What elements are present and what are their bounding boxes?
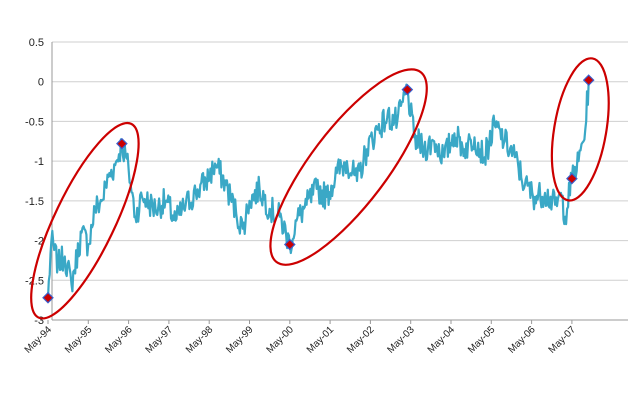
x-tick-label: May-96 [103,324,135,356]
x-tick-label: May-94 [23,324,55,356]
x-tick-label: May-95 [63,324,95,356]
x-tick-label: May-00 [265,324,297,356]
diamond-marker [582,74,595,86]
x-tick-label: May-98 [184,324,216,356]
series-line [46,80,590,298]
y-axis: 0.5 0 -0.5 -1 -1.5 -2 -2.5 -3 [25,37,53,327]
gridlines [52,41,628,321]
markers [42,74,595,304]
diamond-marker [42,291,54,304]
x-tick-label: May-03 [385,324,417,356]
x-tick-label: May-06 [506,324,538,356]
x-tick-label: May-02 [345,324,377,356]
x-tick-label: May-01 [305,324,337,356]
y-tick-label: -0.5 [25,116,44,128]
y-tick-label: 0 [38,77,44,89]
highlight-ellipse [269,68,428,266]
x-tick-label: May-07 [547,324,579,356]
x-tick-label: May-97 [144,324,176,356]
series [46,80,590,298]
y-tick-label: 0.5 [29,37,44,49]
diamond-marker [401,83,414,96]
x-tick-label: May-04 [426,324,458,356]
x-tick-label: May-05 [466,324,498,356]
highlight-ellipse [550,57,610,202]
diamond-marker [566,172,578,185]
y-tick-label: -1.5 [25,196,44,208]
y-tick-label: -1 [34,156,44,168]
highlight-ellipse [30,121,140,320]
diamond-marker [116,137,128,150]
x-axis: May-94 May-95 May-96 May-97 May-98 May-99 May-… [23,319,628,356]
y-tick-label: -3 [34,315,44,327]
diamond-marker [283,238,296,251]
x-tick-label: May-99 [224,324,256,356]
y-tick-label: -2.5 [25,275,44,287]
highlight-ellipses [30,57,610,320]
y-tick-label: -2 [34,236,44,248]
